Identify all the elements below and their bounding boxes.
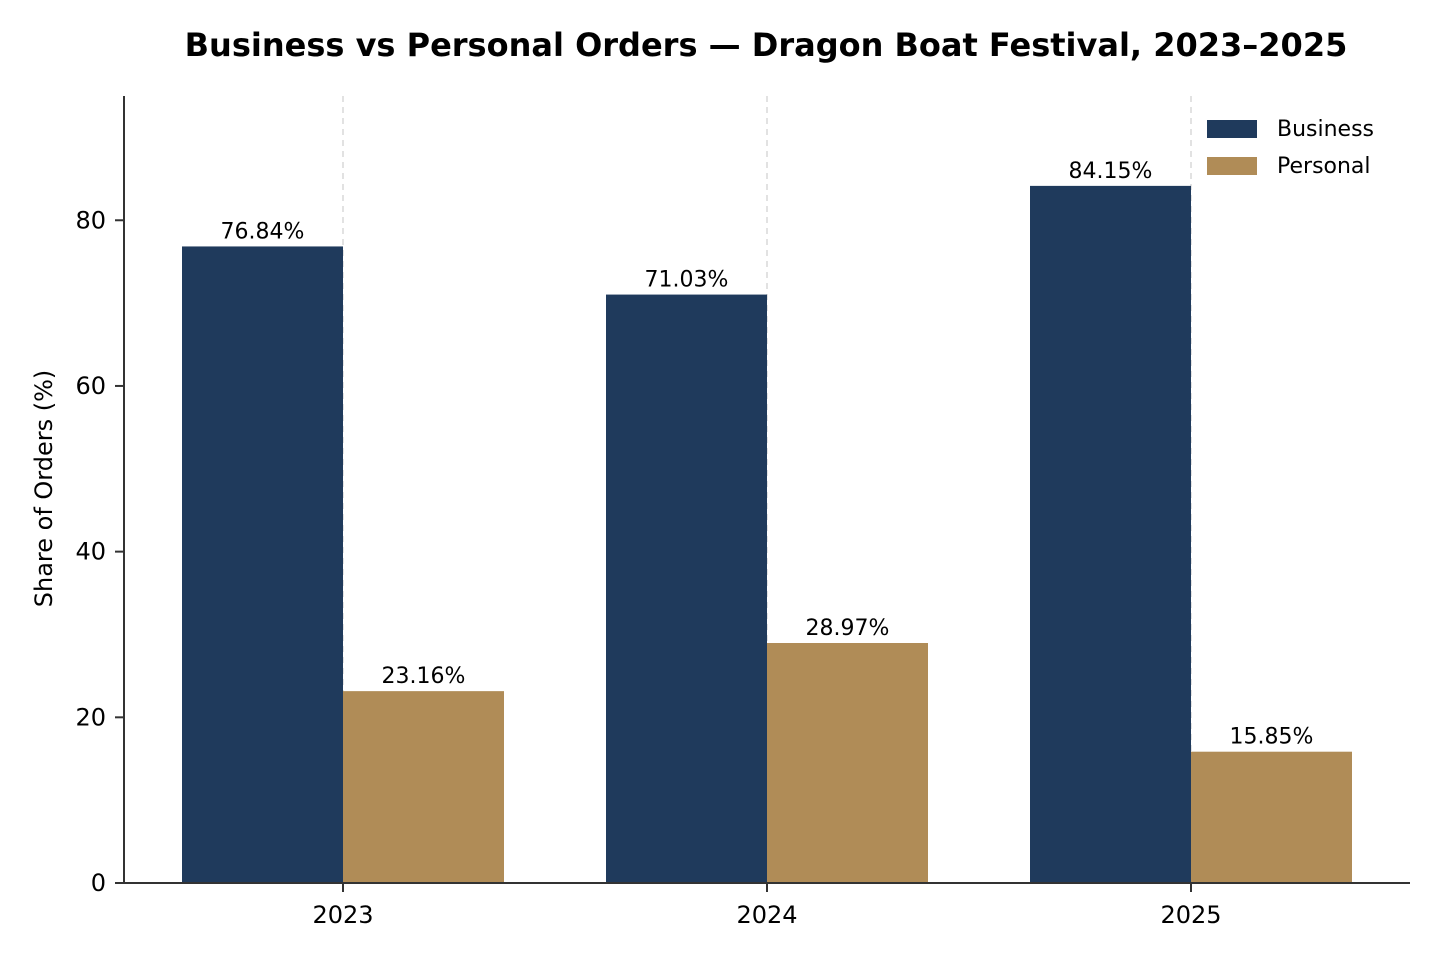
- y-axis-title: Share of Orders (%): [30, 370, 58, 608]
- x-tick-label-2025: 2025: [1160, 901, 1221, 929]
- y-ticks: 0 20 40 60 80: [75, 206, 124, 897]
- y-tick-label-60: 60: [75, 372, 106, 400]
- x-ticks: 2023 2024 2025: [312, 883, 1222, 929]
- legend-label-personal: Personal: [1277, 154, 1371, 179]
- x-tick-label-2024: 2024: [736, 901, 797, 929]
- data-label-business-2024: 71.03%: [645, 268, 729, 293]
- bar-business-2023: [182, 246, 343, 883]
- legend-label-business: Business: [1277, 117, 1374, 142]
- legend-swatch-personal: [1207, 157, 1257, 175]
- legend-swatch-business: [1207, 120, 1257, 138]
- bar-personal-2024: [767, 643, 928, 883]
- chart-title: Business vs Personal Orders — Dragon Boa…: [185, 26, 1348, 64]
- bar-personal-2023: [343, 691, 504, 883]
- y-tick-label-20: 20: [75, 703, 106, 731]
- y-tick-label-40: 40: [75, 538, 106, 566]
- data-label-personal-2025: 15.85%: [1230, 725, 1314, 750]
- y-tick-label-80: 80: [75, 206, 106, 234]
- x-tick-label-2023: 2023: [312, 901, 373, 929]
- y-tick-label-0: 0: [91, 869, 106, 897]
- legend: Business Personal: [1207, 117, 1374, 179]
- data-labels-layer: 76.84% 71.03% 84.15% 23.16% 28.97% 15.85%: [221, 159, 1314, 750]
- bar-business-2024: [606, 294, 767, 884]
- data-label-personal-2024: 28.97%: [806, 616, 890, 641]
- bar-personal-2025: [1191, 751, 1352, 883]
- bars-layer: [182, 185, 1352, 884]
- data-label-personal-2023: 23.16%: [382, 664, 466, 689]
- data-label-business-2023: 76.84%: [221, 219, 305, 244]
- data-label-business-2025: 84.15%: [1069, 159, 1153, 184]
- bar-business-2025: [1030, 185, 1191, 884]
